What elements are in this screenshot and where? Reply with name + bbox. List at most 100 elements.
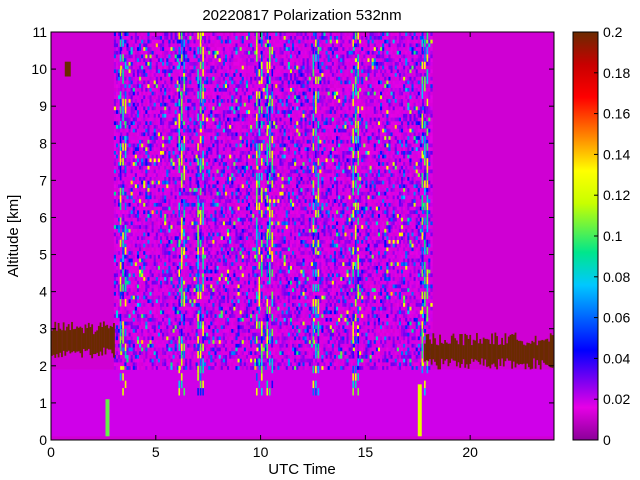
heatmap-cell	[185, 265, 188, 270]
heatmap-cell	[136, 57, 140, 62]
heatmap-cell	[224, 291, 228, 296]
heatmap-cell	[183, 128, 186, 133]
heatmap-cell	[174, 362, 177, 367]
heatmap-cell	[174, 187, 177, 192]
heatmap-cell	[164, 347, 167, 352]
heatmap-cell	[157, 39, 161, 44]
heatmap-cell	[203, 287, 207, 292]
heatmap-cell	[166, 313, 169, 318]
heatmap-cell	[208, 32, 211, 37]
heatmap-cell	[222, 169, 226, 174]
heatmap-cell	[115, 306, 119, 311]
heatmap-cell	[170, 273, 173, 278]
heatmap-cell	[132, 91, 136, 96]
heatmap-cell	[214, 276, 217, 281]
heatmap-cell	[212, 39, 215, 44]
heatmap-cell	[130, 310, 133, 315]
heatmap-cell	[170, 57, 173, 62]
heatmap-cell	[185, 224, 188, 229]
heatmap-cell	[115, 362, 119, 367]
heatmap-cell	[224, 224, 228, 229]
heatmap-cell	[139, 365, 142, 370]
heatmap-cell	[126, 321, 129, 326]
heatmap-cell	[206, 98, 209, 103]
heatmap-cell	[212, 102, 215, 107]
heatmap-cell	[214, 135, 217, 140]
heatmap-cell	[185, 154, 188, 159]
heatmap-cell	[139, 65, 142, 70]
heatmap-cell	[120, 269, 123, 274]
heatmap-cell	[193, 347, 196, 352]
heatmap-cell	[185, 299, 188, 304]
heatmap-cell	[183, 106, 186, 111]
heatmap-cell	[193, 57, 196, 62]
heatmap-cell	[199, 254, 203, 259]
heatmap-cell	[185, 165, 188, 170]
heatmap-cell	[214, 239, 217, 244]
heatmap-cell	[189, 98, 192, 103]
heatmap-cell	[214, 261, 217, 266]
heatmap-cell	[170, 247, 173, 252]
heatmap-cell	[174, 117, 177, 122]
heatmap-cell	[113, 98, 117, 103]
heatmap-cell	[203, 158, 207, 163]
heatmap-cell	[195, 317, 198, 322]
heatmap-cell	[145, 291, 148, 296]
heatmap-cell	[203, 299, 207, 304]
heatmap-cell	[162, 132, 165, 137]
heatmap-cell	[118, 284, 121, 289]
heatmap-cell	[191, 102, 194, 107]
heatmap-cell	[164, 269, 167, 274]
heatmap-cell	[118, 124, 121, 129]
heatmap-cell	[157, 213, 161, 218]
heatmap-cell	[210, 261, 213, 266]
heatmap-cell	[115, 72, 119, 77]
heatmap-cell	[113, 180, 117, 185]
heatmap-cell	[218, 121, 221, 126]
heatmap-cell	[176, 83, 180, 88]
heatmap-cell	[176, 213, 180, 218]
heatmap-cell	[118, 76, 121, 81]
heatmap-cell	[143, 76, 146, 81]
heatmap-cell	[126, 206, 129, 211]
heatmap-cell	[189, 365, 192, 370]
heatmap-cell	[166, 109, 169, 114]
heatmap-cell	[113, 336, 117, 341]
heatmap-cell	[210, 191, 213, 196]
heatmap-cell	[208, 358, 211, 363]
heatmap-cell	[132, 232, 136, 237]
heatmap-cell	[208, 106, 211, 111]
heatmap-cell	[224, 176, 228, 181]
heatmap-cell	[159, 350, 163, 355]
heatmap-cell	[149, 302, 152, 307]
heatmap-cell	[183, 236, 186, 241]
heatmap-cell	[172, 310, 175, 315]
heatmap-cell	[151, 206, 154, 211]
heatmap-cell	[136, 83, 140, 88]
heatmap-cell	[195, 180, 198, 185]
heatmap-cell	[203, 102, 207, 107]
heatmap-cell	[128, 250, 131, 255]
heatmap-cell	[222, 80, 226, 85]
heatmap-cell	[176, 69, 180, 74]
heatmap-cell	[145, 146, 148, 151]
heatmap-cell	[222, 325, 226, 330]
heatmap-cell	[145, 250, 148, 255]
heatmap-cell	[128, 302, 131, 307]
heatmap-cell	[151, 43, 154, 48]
heatmap-cell	[159, 206, 163, 211]
heatmap-cell	[134, 50, 138, 55]
heatmap-cell	[122, 313, 125, 318]
heatmap-cell	[172, 146, 175, 151]
heatmap-cell	[174, 35, 177, 40]
heatmap-cell	[166, 250, 169, 255]
heatmap-cell	[113, 169, 117, 174]
heatmap-cell	[172, 332, 175, 337]
heatmap-cell	[164, 91, 167, 96]
heatmap-cell	[120, 213, 123, 218]
heatmap-cell	[166, 358, 169, 363]
heatmap-cell	[191, 135, 194, 140]
heatmap-cell	[227, 291, 230, 296]
heatmap-cell	[149, 206, 152, 211]
heatmap-cell	[210, 98, 213, 103]
